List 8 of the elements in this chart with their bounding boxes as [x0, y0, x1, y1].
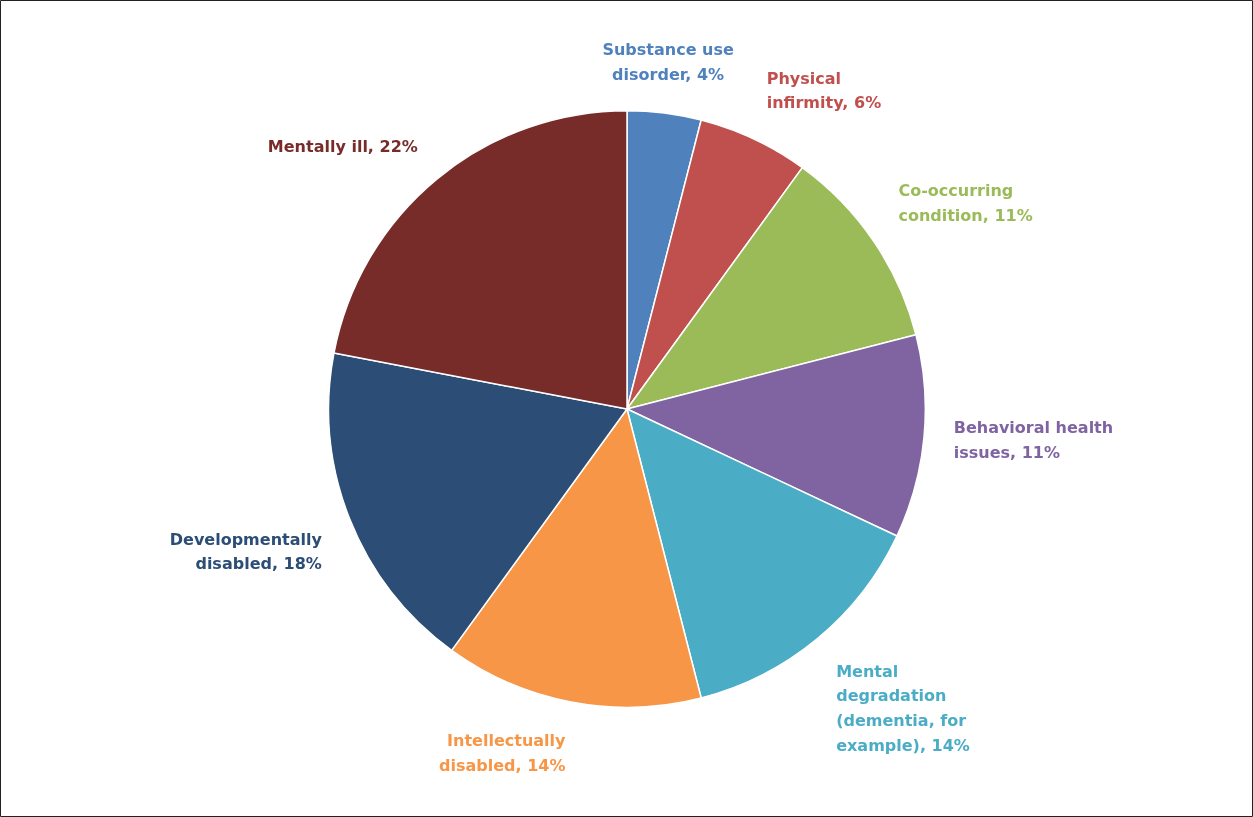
slice-label: Mentally ill, 22% — [267, 137, 418, 157]
slice-label: Co-occurring condition, 11% — [898, 180, 1033, 225]
slice-label: Behavioral health issues, 11% — [953, 418, 1114, 462]
slice-label: Mental degradation (dementia, for example), 14% — [836, 661, 970, 755]
slice-label: Intellectually disabled, 14% — [439, 731, 567, 775]
slice-label: Developmentally disabled, 18% — [169, 529, 323, 574]
slice-label: Substance use disorder, 4% — [602, 39, 734, 84]
slice-label: Physical infirmity, 6% — [766, 68, 882, 113]
